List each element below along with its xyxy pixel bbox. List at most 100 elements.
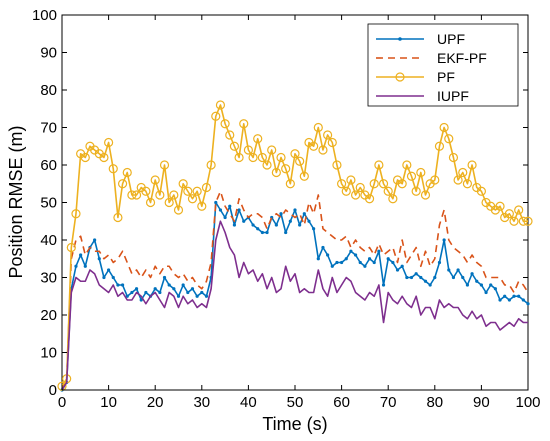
data-point-pf: [197, 201, 207, 211]
data-point-upf: [335, 260, 339, 265]
data-point-upf: [134, 287, 139, 291]
data-point-pf: [285, 179, 295, 189]
data-point-pf: [150, 175, 160, 185]
data-point-upf: [218, 208, 223, 212]
data-point-upf: [223, 215, 227, 220]
data-point-upf: [284, 230, 288, 235]
data-point-upf: [465, 283, 470, 287]
data-point-upf: [367, 257, 372, 261]
x-tick-label: 100: [515, 394, 540, 411]
data-point-upf: [340, 260, 344, 265]
data-point-upf: [419, 275, 423, 280]
data-point-pf: [309, 141, 319, 151]
data-point-pf: [332, 160, 342, 170]
data-point-pf: [313, 122, 323, 133]
data-point-upf: [433, 275, 437, 280]
data-point-pf: [514, 205, 524, 215]
data-point-pf: [355, 182, 365, 193]
data-point-upf: [111, 275, 115, 280]
data-point-upf: [353, 253, 358, 257]
data-point-upf: [158, 290, 162, 295]
data-point-upf: [102, 275, 106, 280]
data-point-upf: [251, 223, 255, 227]
data-point-upf: [381, 283, 386, 287]
y-tick-label: 0: [49, 382, 57, 399]
data-point-upf: [153, 287, 157, 291]
data-point-pf: [323, 130, 333, 140]
data-point-pf: [267, 145, 277, 155]
legend-box: [367, 23, 519, 107]
data-point-pf: [178, 179, 188, 189]
legend-items: UPF EKF-PF PF IUPF: [376, 31, 487, 104]
data-point-pf: [145, 197, 156, 208]
data-point-pf: [299, 171, 309, 181]
data-point-upf: [176, 294, 181, 298]
data-point-pf: [327, 137, 337, 148]
data-point-pf: [159, 160, 170, 170]
data-point-pf: [122, 167, 132, 178]
data-point-pf: [206, 160, 216, 170]
data-point-pf: [103, 137, 114, 148]
x-tick-label: 90: [473, 394, 490, 411]
data-point-pf: [215, 100, 226, 110]
data-point-upf: [144, 290, 148, 295]
data-point-pf: [462, 179, 473, 189]
data-point-upf: [293, 208, 297, 212]
data-point-upf: [391, 260, 395, 265]
series-iupf: [61, 220, 528, 391]
data-point-pf: [131, 190, 142, 200]
data-point-pf: [364, 194, 375, 204]
data-point-upf: [237, 208, 241, 212]
legend-item-iupf: IUPF: [376, 88, 469, 104]
data-point-pf: [383, 186, 393, 196]
x-tick-label: 40: [240, 394, 257, 411]
data-point-upf: [489, 283, 493, 287]
data-point-upf: [423, 279, 428, 283]
y-tick-label: 80: [40, 82, 57, 99]
data-point-upf: [74, 264, 78, 268]
data-point-pf: [271, 167, 281, 178]
data-point-upf: [512, 294, 516, 298]
data-point-upf: [493, 287, 497, 291]
data-point-pf: [295, 156, 305, 166]
data-point-pf: [281, 164, 291, 174]
y-tick-label: 100: [32, 7, 57, 24]
data-point-upf: [279, 212, 283, 216]
data-point-pf: [388, 194, 398, 204]
data-point-upf: [93, 238, 97, 242]
x-tick-label: 70: [380, 394, 397, 411]
data-point-upf: [405, 275, 409, 280]
data-point-pf: [290, 149, 300, 159]
data-point-upf: [517, 294, 521, 298]
data-point-upf: [503, 294, 507, 298]
y-tick-label: 60: [40, 157, 57, 174]
data-point-pf: [337, 179, 347, 189]
data-point-pf: [80, 152, 90, 163]
data-point-upf: [97, 257, 101, 261]
legend-item-ekf-pf: EKF-PF: [376, 50, 487, 66]
data-point-upf: [479, 283, 483, 287]
data-point-upf: [107, 268, 111, 272]
data-point-pf: [444, 134, 454, 144]
x-tick-label: 80: [426, 394, 443, 411]
data-point-upf: [447, 268, 451, 272]
data-point-upf: [326, 253, 330, 257]
data-point-upf: [242, 219, 246, 223]
data-point-upf: [288, 219, 292, 223]
data-point-pf: [397, 179, 407, 189]
data-point-upf: [307, 219, 311, 223]
y-axis-label: Position RMSE (m): [6, 125, 26, 278]
data-point-upf: [190, 287, 195, 291]
series-pf: [57, 100, 533, 391]
data-point-pf: [420, 190, 431, 200]
data-point-upf: [456, 268, 460, 272]
legend: UPF EKF-PF PF IUPF: [367, 23, 519, 107]
data-point-upf: [167, 283, 171, 287]
data-point-pf: [411, 186, 421, 196]
data-point-pf: [448, 152, 459, 163]
data-point-pf: [467, 160, 477, 170]
legend-marker-upf: [398, 37, 402, 41]
data-point-pf: [155, 190, 165, 200]
data-point-upf: [349, 249, 353, 253]
data-point-upf: [507, 298, 511, 302]
